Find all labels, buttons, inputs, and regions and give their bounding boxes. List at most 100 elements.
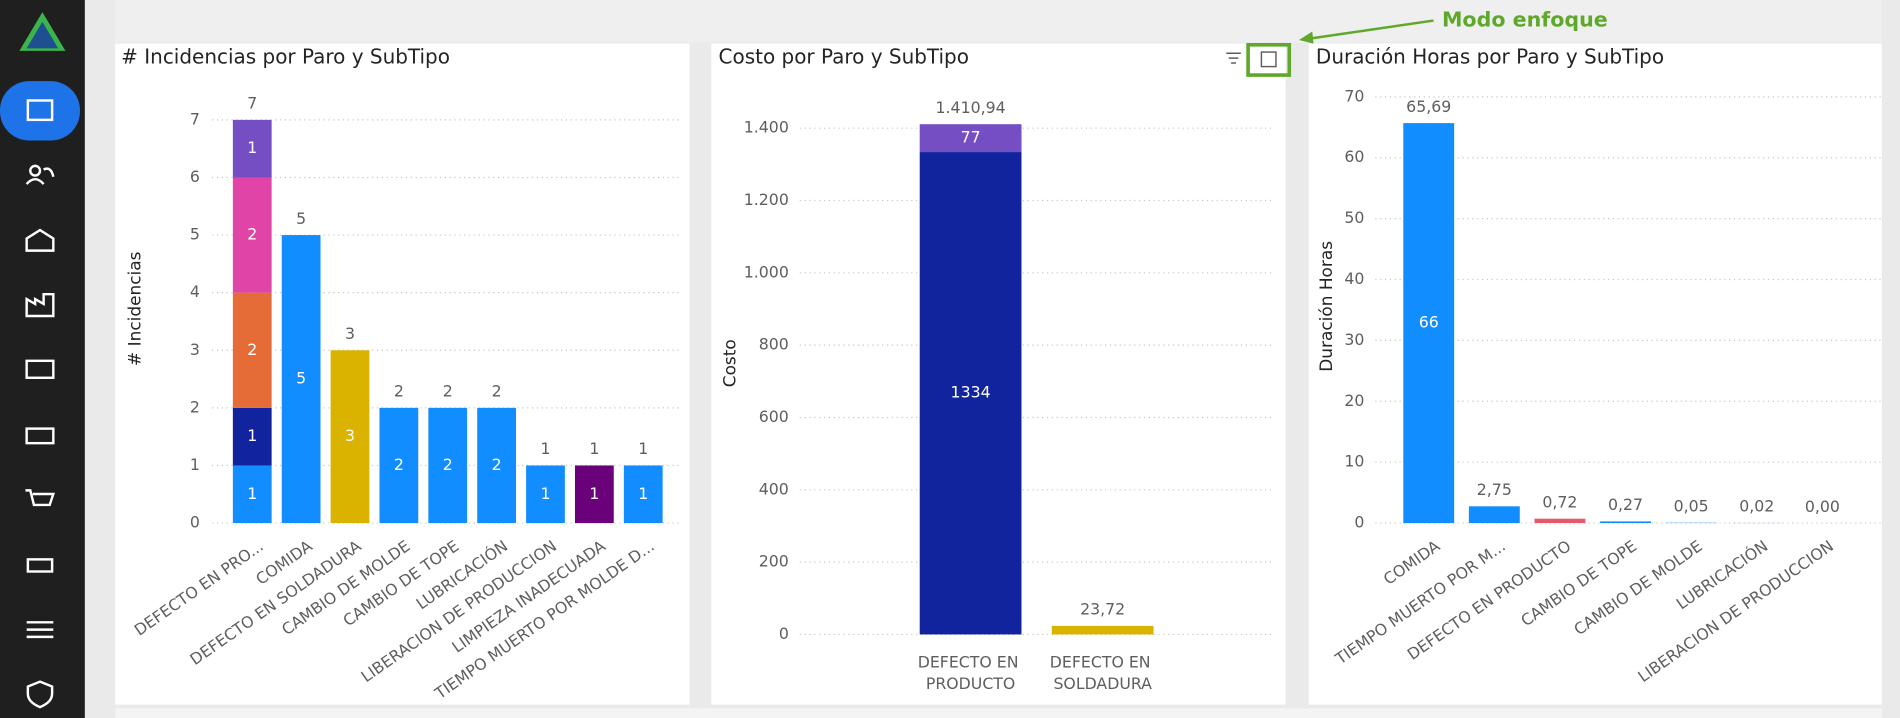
bar-segment — [919, 124, 1022, 153]
data-label: 0,27 — [1608, 495, 1643, 514]
x-tick-label: DEFECTO EN PRODUCTO — [918, 652, 1024, 693]
bar-segment — [428, 407, 468, 524]
y-tick-label: 30 — [1344, 330, 1364, 349]
y-tick-label: 10 — [1344, 452, 1364, 471]
nav-icon[interactable] — [26, 680, 54, 709]
data-label: 2 — [394, 455, 404, 474]
bar-segment — [232, 119, 272, 178]
filter-icon[interactable] — [1226, 52, 1241, 64]
total-label: 1 — [638, 439, 648, 458]
y-tick-label: 5 — [190, 225, 200, 244]
y-tick-label: 3 — [190, 340, 200, 359]
bar-segment — [232, 177, 272, 293]
y-tick-label: 0 — [779, 624, 789, 643]
top-panel — [115, 0, 1882, 43]
data-label: 5 — [296, 369, 306, 388]
nav-icon[interactable] — [26, 99, 54, 122]
nav-icon[interactable] — [29, 164, 42, 177]
data-label: 2 — [443, 455, 453, 474]
y-tick-label: 70 — [1344, 86, 1364, 105]
total-label: 2 — [492, 382, 502, 401]
bar-segment — [623, 465, 663, 524]
y-tick-label: 4 — [190, 282, 200, 301]
y-tick-label: 1.200 — [744, 190, 789, 209]
y-tick-label: 1.000 — [744, 262, 789, 281]
data-label: 0,02 — [1739, 497, 1774, 516]
total-label: 23,72 — [1080, 600, 1125, 619]
annotation: Modo enfoque — [1442, 8, 1608, 32]
y-tick-label: 0 — [1354, 513, 1364, 532]
data-label: 65,69 — [1406, 97, 1451, 116]
y-tick-label: 7 — [190, 109, 200, 128]
nav-icon[interactable] — [25, 427, 55, 445]
y-tick-label: 1 — [190, 455, 200, 474]
nav-icon[interactable] — [25, 167, 55, 185]
total-label: 7 — [247, 94, 257, 113]
total-label: 1 — [589, 439, 599, 458]
bar — [1534, 518, 1586, 524]
inner-label: 66 — [1419, 313, 1439, 332]
card — [115, 43, 690, 705]
nav-icon[interactable] — [25, 293, 55, 318]
nav-icon[interactable] — [25, 359, 55, 379]
nav-icon[interactable] — [25, 228, 55, 252]
y-axis-label: Duración Horas — [1316, 241, 1336, 372]
annotation-arrow — [1308, 19, 1434, 40]
bar — [1468, 506, 1520, 524]
data-label: 3 — [345, 426, 355, 445]
logo — [26, 21, 59, 49]
data-label: 77 — [961, 128, 981, 147]
x-tick-label: DEFECTO EN SOLDADURA — [1050, 652, 1156, 693]
nav-icon[interactable] — [26, 558, 54, 573]
y-tick-label: 40 — [1344, 269, 1364, 288]
y-tick-label: 50 — [1344, 208, 1364, 227]
y-tick-label: 6 — [190, 167, 200, 186]
bar-segment — [330, 350, 370, 524]
data-label: 2,75 — [1477, 480, 1512, 499]
bar-segment — [281, 235, 321, 524]
data-label: 1 — [540, 484, 550, 503]
nav-icon[interactable] — [25, 489, 55, 507]
data-label: 1 — [589, 484, 599, 503]
focus-icon[interactable] — [1260, 51, 1277, 68]
data-label: 2 — [492, 455, 502, 474]
data-label: 0,05 — [1674, 497, 1709, 516]
bar-segment — [232, 292, 272, 408]
chart-title: # Incidencias por Paro y SubTipo — [121, 45, 450, 69]
total-label: 2 — [443, 382, 453, 401]
data-label: 1 — [638, 484, 648, 503]
visual-toolbar — [1226, 51, 1277, 68]
y-tick-label: 200 — [759, 552, 789, 571]
data-label: 0,00 — [1805, 497, 1840, 516]
highlight-box — [1246, 42, 1292, 77]
bar-segment — [477, 407, 516, 524]
bar — [1403, 123, 1455, 524]
data-label: 1 — [247, 484, 257, 503]
sidebar — [0, 0, 85, 718]
bar-segment — [1051, 625, 1154, 635]
bottom-panel — [115, 708, 1882, 718]
bar-segment — [232, 465, 272, 524]
total-label: 1.410,94 — [936, 98, 1006, 117]
y-axis-label: # Incidencias — [125, 252, 145, 366]
total-label: 1 — [540, 439, 550, 458]
data-label: 2 — [247, 340, 257, 359]
y-tick-label: 400 — [759, 479, 789, 498]
y-tick-label: 60 — [1344, 147, 1364, 166]
y-tick-label: 1.400 — [744, 118, 789, 137]
y-tick-label: 2 — [190, 397, 200, 416]
y-tick-label: 800 — [759, 335, 789, 354]
y-tick-label: 20 — [1344, 391, 1364, 410]
data-label: 2 — [247, 225, 257, 244]
bar-segment — [232, 407, 272, 466]
nav-icons — [25, 99, 55, 709]
bar-segment — [574, 465, 614, 524]
total-label: 3 — [345, 324, 355, 343]
bar-segment — [919, 152, 1022, 635]
nav-icon[interactable] — [26, 621, 54, 639]
data-label: 1 — [247, 138, 257, 157]
nav-selected[interactable] — [0, 81, 80, 141]
total-label: 2 — [394, 382, 404, 401]
